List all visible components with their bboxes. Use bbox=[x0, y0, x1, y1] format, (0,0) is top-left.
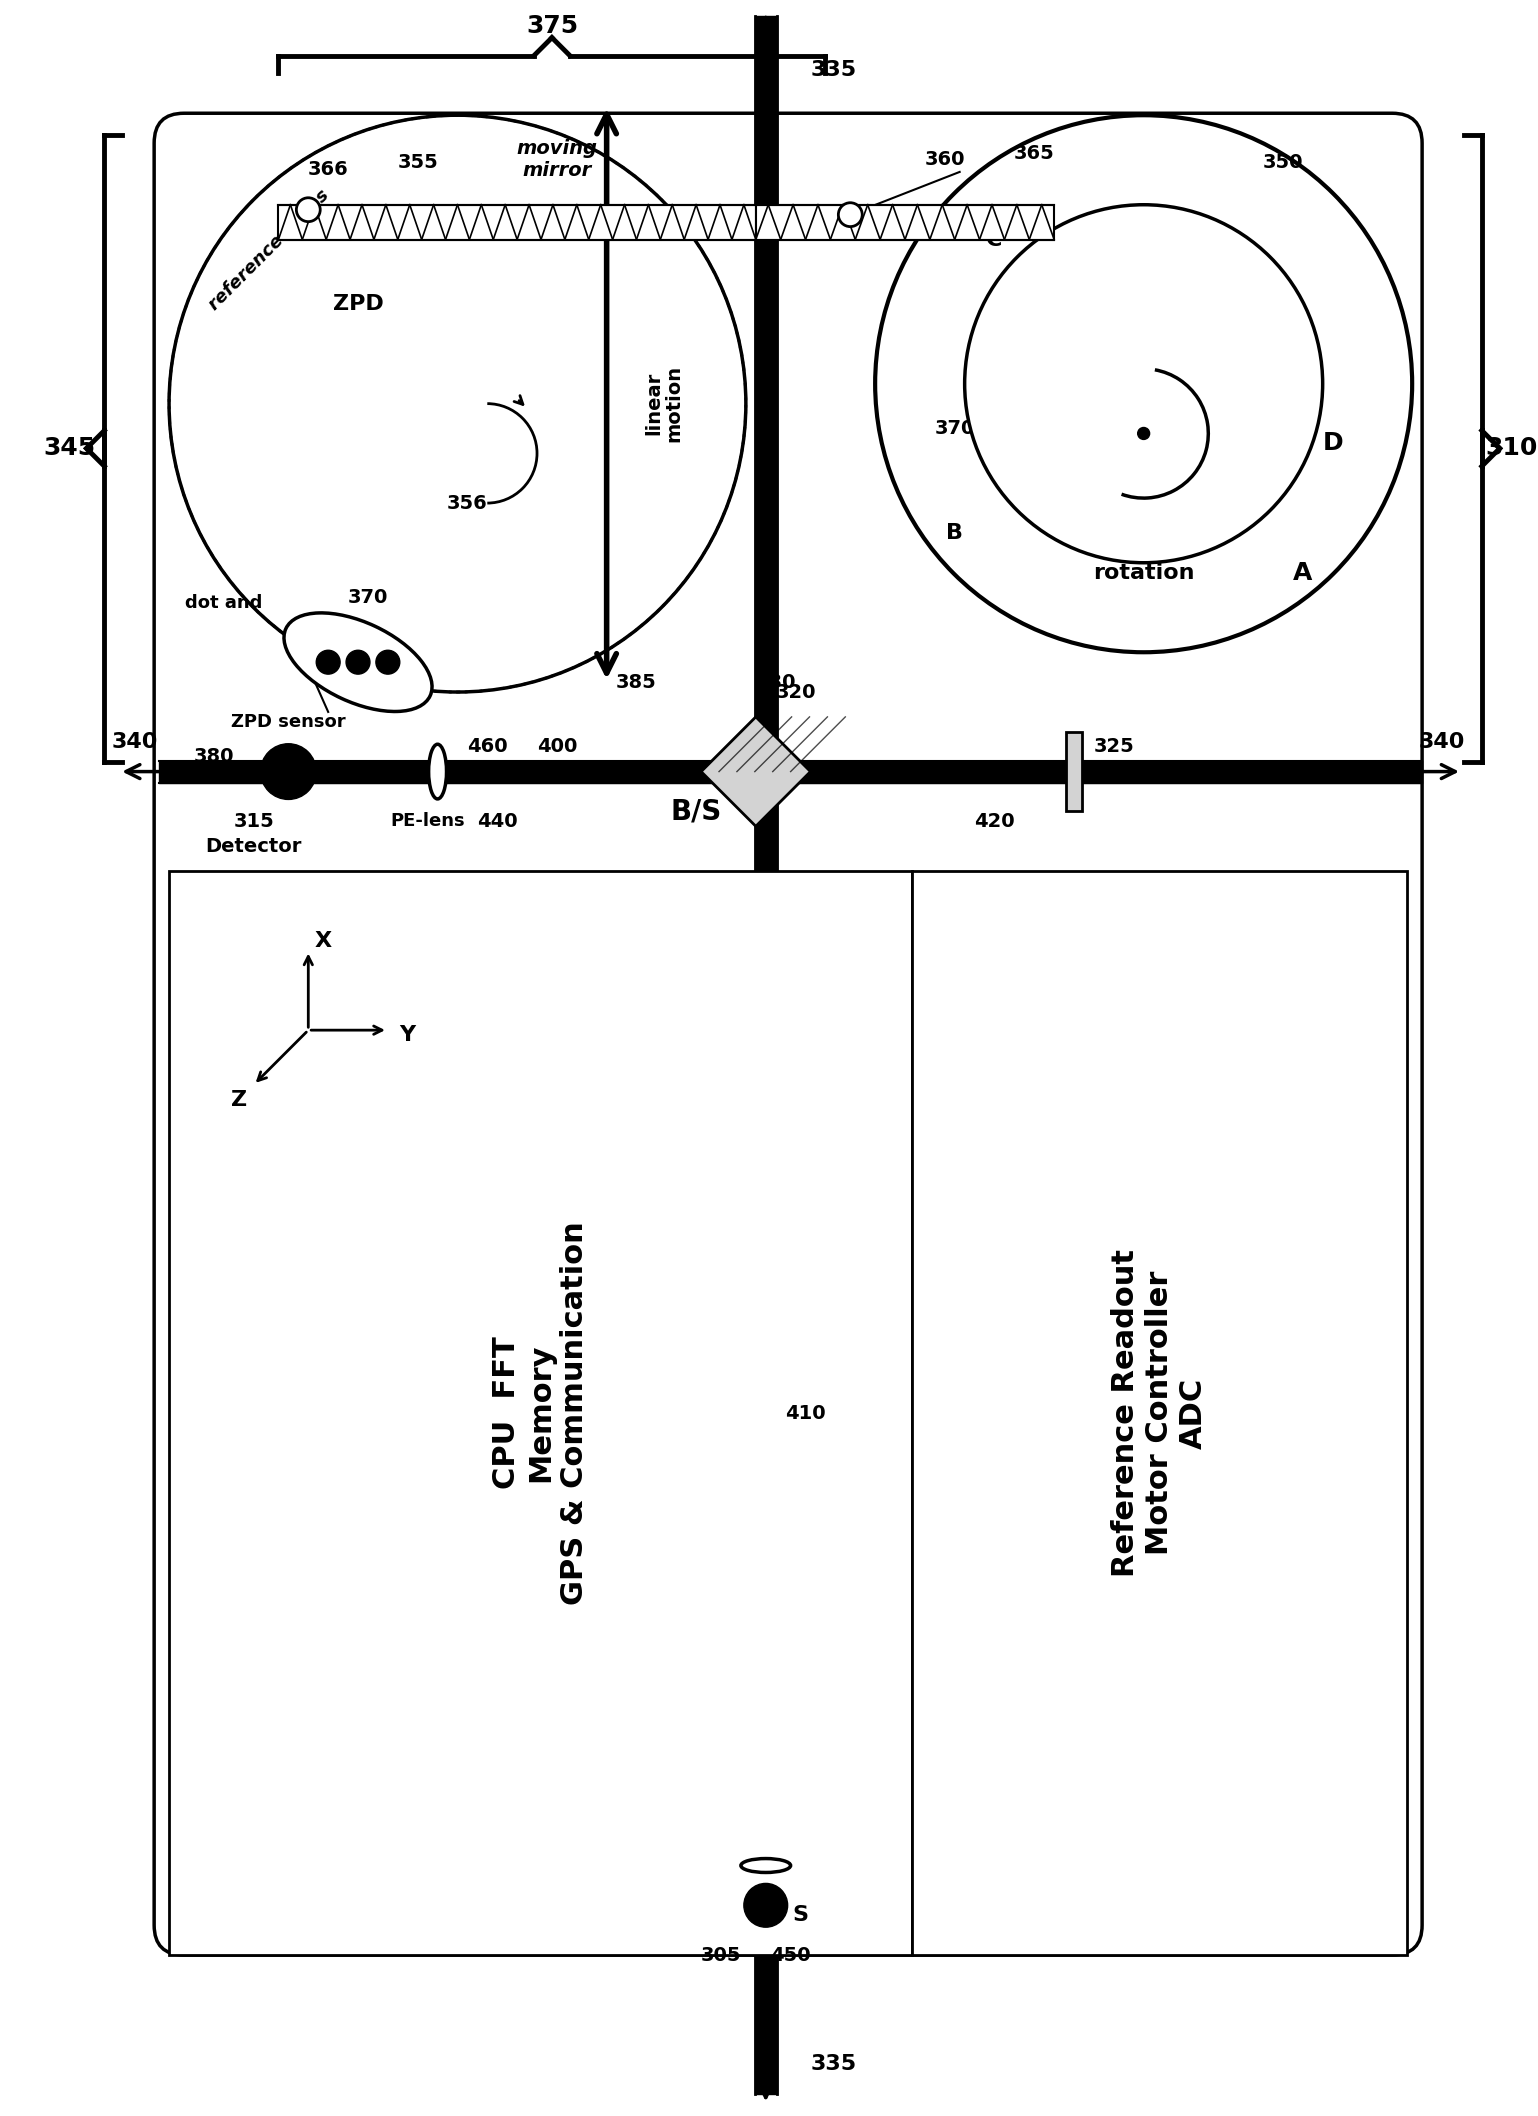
Text: 420: 420 bbox=[974, 813, 1015, 832]
Text: S: S bbox=[792, 1904, 809, 1926]
Text: 370: 370 bbox=[935, 419, 975, 438]
Text: 366: 366 bbox=[308, 161, 349, 180]
Text: Detector: Detector bbox=[206, 836, 301, 855]
Text: A: A bbox=[1293, 561, 1312, 584]
Text: ZPD: ZPD bbox=[332, 294, 383, 313]
Text: X: X bbox=[315, 931, 332, 950]
Text: 335: 335 bbox=[811, 61, 857, 80]
Text: 320: 320 bbox=[775, 683, 815, 703]
Text: 310: 310 bbox=[1486, 436, 1538, 461]
Text: 450: 450 bbox=[771, 1945, 811, 1964]
Text: B/S: B/S bbox=[671, 798, 721, 825]
Text: Y: Y bbox=[400, 1024, 415, 1045]
Text: 460: 460 bbox=[468, 736, 508, 755]
Text: 365: 365 bbox=[1014, 144, 1055, 163]
Text: C: C bbox=[986, 229, 1003, 250]
Circle shape bbox=[375, 650, 400, 675]
Ellipse shape bbox=[429, 745, 446, 800]
Text: 375: 375 bbox=[526, 13, 578, 38]
Text: D: D bbox=[1323, 432, 1343, 455]
Text: Reference Readout
Motor Controller
ADC: Reference Readout Motor Controller ADC bbox=[1112, 1248, 1207, 1576]
Bar bbox=[912, 872, 1407, 1955]
Circle shape bbox=[875, 114, 1412, 652]
Text: 356: 356 bbox=[448, 493, 488, 512]
Text: B: B bbox=[946, 523, 963, 544]
FancyBboxPatch shape bbox=[154, 114, 1423, 1955]
Ellipse shape bbox=[741, 1858, 791, 1873]
Text: 340: 340 bbox=[1420, 732, 1466, 751]
Text: reference burns: reference burns bbox=[205, 186, 332, 313]
Text: CPU  FFT
Memory
GPS & Communication: CPU FFT Memory GPS & Communication bbox=[492, 1221, 589, 1604]
Text: 325: 325 bbox=[1094, 736, 1134, 755]
Text: 350: 350 bbox=[1263, 154, 1303, 174]
Text: 385: 385 bbox=[617, 673, 657, 692]
Circle shape bbox=[1138, 427, 1149, 440]
Text: ZPD: ZPD bbox=[989, 324, 1040, 345]
Text: 355: 355 bbox=[397, 154, 438, 174]
Text: 340: 340 bbox=[111, 732, 157, 751]
Text: 400: 400 bbox=[537, 736, 577, 755]
Text: dot and: dot and bbox=[185, 592, 263, 612]
Bar bbox=[169, 872, 912, 1955]
Bar bbox=[755, 205, 1054, 239]
Text: Z: Z bbox=[231, 1090, 246, 1109]
Text: PE-lens: PE-lens bbox=[391, 813, 464, 829]
Text: 335: 335 bbox=[811, 2055, 857, 2074]
Text: ZPD sensor: ZPD sensor bbox=[231, 713, 346, 730]
Text: 440: 440 bbox=[477, 813, 518, 832]
Text: rotation: rotation bbox=[1094, 563, 1195, 582]
Circle shape bbox=[964, 205, 1323, 563]
Circle shape bbox=[317, 650, 340, 675]
Text: 345: 345 bbox=[43, 436, 95, 461]
Text: 430: 430 bbox=[755, 673, 797, 692]
Text: 305: 305 bbox=[701, 1945, 741, 1964]
Ellipse shape bbox=[285, 614, 432, 711]
Circle shape bbox=[260, 743, 317, 800]
Circle shape bbox=[297, 197, 320, 222]
Text: 360: 360 bbox=[924, 150, 964, 169]
Text: linear: linear bbox=[644, 372, 663, 436]
Text: 410: 410 bbox=[786, 1403, 826, 1422]
Bar bbox=[278, 205, 755, 239]
Text: motion: motion bbox=[664, 366, 683, 442]
Text: moving
mirror: moving mirror bbox=[517, 140, 597, 180]
Circle shape bbox=[169, 114, 746, 692]
Text: 315: 315 bbox=[234, 813, 274, 832]
Circle shape bbox=[838, 203, 863, 226]
Circle shape bbox=[744, 1883, 787, 1928]
Circle shape bbox=[346, 650, 371, 675]
Polygon shape bbox=[701, 717, 811, 825]
Text: 351: 351 bbox=[1173, 389, 1213, 408]
Text: 370: 370 bbox=[348, 588, 388, 607]
Text: 380: 380 bbox=[194, 747, 234, 766]
Bar bbox=[1066, 732, 1083, 810]
